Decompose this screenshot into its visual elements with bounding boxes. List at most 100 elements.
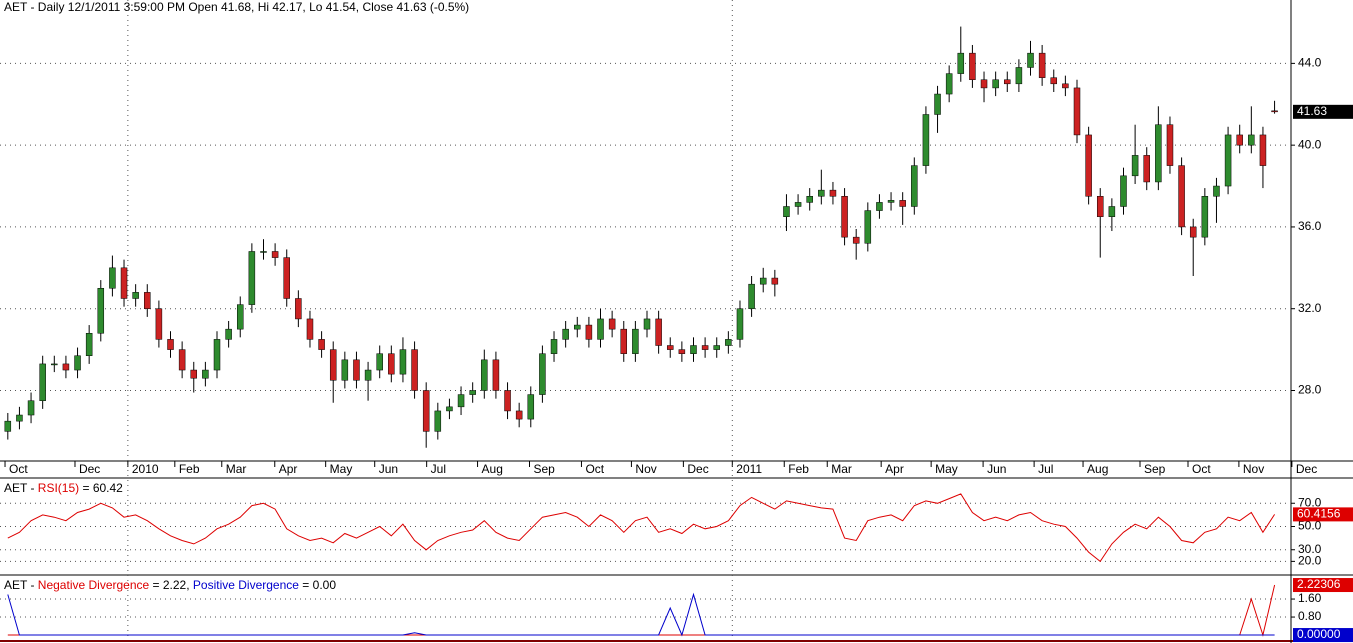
candle-body [132,292,139,299]
candle-body [469,390,476,395]
x-tick-label: Oct [585,462,604,476]
candle-body [922,114,930,166]
value-box-label: 41.63 [1297,104,1327,118]
y-tick-label: 50.0 [1298,519,1322,533]
candle-body [574,324,581,330]
candle-body [585,324,593,340]
candle-body [562,328,569,340]
candle-body [876,202,883,211]
candle-body [1143,155,1150,183]
candle-body [144,292,151,309]
candle-body [446,406,453,412]
label-part: Positive Divergence [193,578,299,592]
candle-body [992,79,999,89]
candle-body [713,345,720,350]
x-tick-label: Apr [279,462,298,476]
candle-body [690,345,697,354]
label-part: Negative Divergence [38,578,150,592]
y-tick-label: 36.0 [1298,219,1322,233]
candle-body [109,267,116,289]
candle-body [643,318,651,330]
candle-body [550,339,558,354]
label-part: AET - [4,578,38,592]
candle-body [1213,185,1220,197]
label-part: RSI(15) [38,481,79,495]
candle-body [1259,134,1267,166]
candle-body [422,390,430,432]
candle-body [155,308,163,340]
candle-body [248,251,256,305]
value-box-label: 2.22306 [1297,577,1341,591]
x-tick-label: Dec [79,462,100,476]
x-tick-label: Aug [482,462,503,476]
candle-body [701,345,709,350]
candle-body [748,283,755,309]
x-tick-label: 2010 [132,462,159,476]
candle-body [969,52,976,80]
candle-body [457,394,465,408]
candle-body [1248,134,1255,146]
candle-body [434,410,442,432]
candle-body [4,420,12,432]
candle-body [655,318,662,346]
candle-body [329,349,337,381]
candle-body [236,304,244,330]
candle-body [1050,77,1058,85]
candle-body [1131,155,1139,177]
candle-body [341,359,349,381]
candle-body [283,257,290,299]
candle-body [213,339,221,371]
candle-body [27,400,35,416]
candle-body [1178,165,1185,228]
candle-body [74,355,81,371]
candle-body [1155,124,1162,183]
y-tick-label: 0.80 [1298,609,1322,623]
candle-body [666,345,674,350]
candle-body [178,349,186,371]
candle-body [829,189,837,197]
y-tick-label: 30.0 [1298,542,1322,556]
x-tick-label: Dec [1296,462,1317,476]
candle-body [492,359,500,391]
candle-body [1166,124,1174,166]
candle-body [864,210,872,244]
label-part: = 2.22, [149,578,193,592]
x-tick-label: Nov [635,462,656,476]
candle-body [399,349,407,375]
candle-body [632,328,639,354]
x-tick-label: Sep [534,462,556,476]
candle-body [515,410,523,420]
candle-body [934,93,941,115]
x-tick-label: Nov [1243,462,1264,476]
candle-body [1189,226,1197,238]
label-part: = 0.00 [299,578,336,592]
x-tick-label: May [330,462,353,476]
value-box [1293,628,1353,643]
y-tick-label: 70.0 [1298,495,1322,509]
value-box-label: 60.4156 [1297,507,1341,521]
x-tick-label: Dec [687,462,708,476]
candle-body [306,318,314,340]
series-line [7,584,1276,637]
y-tick-label: 40.0 [1298,137,1322,151]
candle-body [353,359,360,381]
candle-body [51,363,58,366]
candle-body [852,236,860,244]
series-line [7,493,1276,563]
candle-body [1027,52,1034,68]
x-tick-label: Feb [179,462,200,476]
x-tick-label: Aug [1087,462,1108,476]
candle-body [62,363,70,371]
candle-body [388,353,395,375]
candle-body [1015,67,1023,85]
candle-body [620,328,628,354]
candle-body [1108,206,1116,217]
x-tick-label: Jul [1038,462,1053,476]
candle-body [887,200,895,203]
y-tick-label: 32.0 [1298,301,1322,315]
candle-body [794,202,802,207]
y-tick-label: 1.60 [1298,591,1322,605]
panel-label: AET - RSI(15) = 60.42 [4,481,123,495]
candle-body [783,206,790,217]
